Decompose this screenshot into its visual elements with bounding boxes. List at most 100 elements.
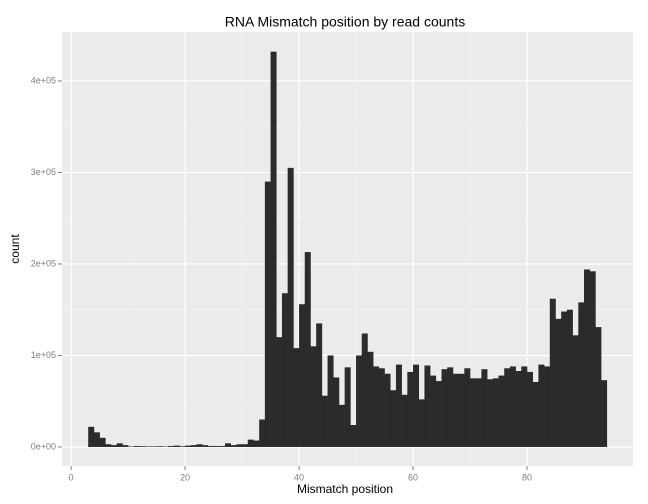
bar (133, 446, 140, 447)
bar (441, 369, 448, 447)
bar (213, 446, 220, 447)
bar (299, 304, 306, 447)
bar (236, 444, 243, 447)
x-tick-label: 20 (180, 472, 190, 482)
x-tick-label: 40 (294, 472, 304, 482)
bar (139, 446, 146, 447)
bar (492, 378, 499, 447)
bar (458, 373, 465, 447)
y-tick-label: 1e+05 (31, 350, 56, 360)
x-tick-label: 80 (522, 472, 532, 482)
bar (384, 373, 391, 447)
bar (435, 381, 442, 447)
bar (401, 394, 408, 447)
y-tick-label: 3e+05 (31, 167, 56, 177)
bar (572, 335, 579, 447)
bar (327, 355, 334, 447)
y-tick-label: 2e+05 (31, 258, 56, 268)
bar (344, 367, 351, 447)
bar (185, 445, 192, 447)
bar (281, 293, 288, 447)
bar (418, 399, 425, 447)
bar (413, 364, 420, 447)
bar (196, 444, 203, 447)
bar (111, 445, 118, 447)
bar (356, 355, 363, 447)
x-tick-label: 60 (408, 472, 418, 482)
bar (88, 426, 95, 447)
bar (207, 446, 214, 447)
bar (521, 366, 528, 447)
bar (544, 366, 551, 447)
y-axis-label: count (8, 234, 22, 264)
bar (156, 446, 163, 447)
bar (259, 419, 266, 447)
bar (150, 446, 157, 447)
bar (481, 369, 488, 447)
bar (407, 371, 414, 447)
bar (373, 366, 380, 447)
x-axis-label: Mismatch position (297, 482, 393, 496)
bar (509, 366, 516, 447)
bar (566, 309, 573, 447)
bar (242, 444, 249, 447)
bar (350, 425, 357, 447)
bar (122, 445, 129, 447)
bar (430, 375, 437, 447)
bar (498, 375, 505, 447)
bar (595, 327, 602, 447)
bar (99, 437, 106, 447)
bar (470, 378, 477, 447)
bar (287, 167, 294, 447)
bar (224, 443, 231, 447)
bar (105, 444, 112, 447)
bar (93, 432, 100, 447)
bar (219, 446, 226, 447)
bar (578, 302, 585, 447)
bar (167, 446, 174, 447)
bar (487, 379, 494, 447)
bar (504, 368, 511, 447)
bar (527, 371, 534, 447)
bar (338, 404, 345, 447)
bar (515, 371, 522, 447)
bar (253, 440, 260, 447)
bar (390, 390, 397, 447)
bar (549, 298, 556, 447)
bar (202, 445, 209, 447)
bar (601, 380, 608, 447)
bar (333, 377, 340, 447)
bar (230, 445, 237, 447)
x-tick-label: 0 (69, 472, 74, 482)
bar (378, 368, 385, 447)
bar (173, 445, 180, 447)
bar (247, 439, 254, 447)
bar (316, 323, 323, 447)
bar (555, 318, 562, 447)
bar (304, 252, 311, 447)
bar (464, 368, 471, 447)
y-tick-label: 0e+00 (31, 441, 56, 451)
bar (116, 443, 123, 447)
bar (447, 367, 454, 447)
bar (538, 364, 545, 447)
bar (179, 446, 186, 447)
y-tick-label: 4e+05 (31, 75, 56, 85)
chart-title: RNA Mismatch position by read counts (225, 14, 465, 30)
bar (475, 378, 482, 447)
bar (270, 51, 277, 447)
bar (424, 365, 431, 447)
bar (395, 364, 402, 447)
bar (190, 445, 197, 447)
bar (452, 373, 459, 447)
bar (310, 346, 317, 447)
bar (276, 337, 283, 447)
bar (321, 395, 328, 447)
bar (145, 446, 152, 447)
bar (361, 333, 368, 447)
bar (583, 269, 590, 447)
bar (532, 382, 539, 447)
bar (589, 271, 596, 447)
bar (561, 311, 568, 447)
